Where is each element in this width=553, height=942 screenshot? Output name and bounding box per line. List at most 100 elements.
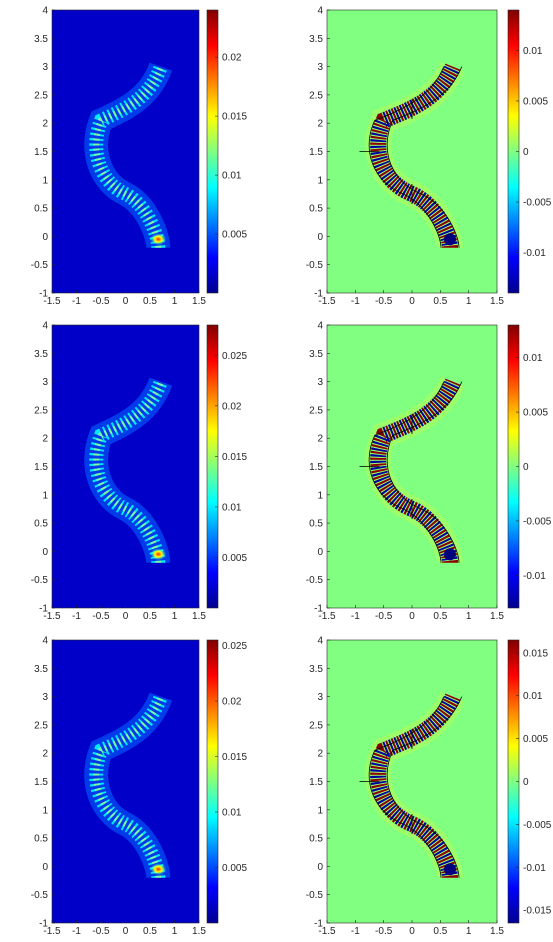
panel-field-row1: -1.5 -1 -0.5 0 0.5 1 1.5-1-0.500.511.522.533.5… [306, 6, 552, 308]
y-tick-label: 1.5 [34, 147, 48, 158]
field-positive-fringes [370, 63, 461, 249]
x-tick-label: -1.5 [43, 296, 61, 307]
colorbar-tick-label: 0.015 [222, 752, 247, 763]
x-tick-label: 1.5 [490, 611, 504, 622]
y-tick-label: 2.5 [309, 405, 323, 416]
y-tick-label: -0.5 [31, 890, 49, 901]
colorbar-tick-label: 0 [523, 777, 529, 788]
colorbar-tick-label: 0.02 [222, 53, 242, 64]
y-tick-label: 3.5 [34, 664, 48, 675]
x-tick-label: 0 [409, 611, 415, 622]
y-tick-label: 3 [317, 377, 323, 388]
y-tick-label: 3.5 [34, 34, 48, 45]
colorbar-tick-label: 0.015 [222, 112, 247, 123]
y-tick-label: 2 [42, 434, 48, 445]
colorbar-tick-label: 0 [523, 462, 529, 473]
x-tick-label: 1.5 [192, 926, 206, 937]
x-tick-label: -1 [351, 296, 360, 307]
y-tick-label: 0.5 [309, 519, 323, 530]
x-tick-label: -0.5 [92, 296, 110, 307]
colorbar-tick-label: 0.01 [523, 46, 543, 57]
y-tick-label: 1.5 [309, 462, 323, 473]
x-tick-label: 0 [123, 926, 129, 937]
y-tick-label: 4 [317, 636, 323, 647]
panel-intensity-row3: -1.5 -1 -0.5 0 0.5 1 1.5-1-0.500.511.522.533.5… [31, 636, 248, 938]
x-tick-label: -1 [72, 926, 81, 937]
source-hotspot [150, 233, 167, 246]
source-point [443, 863, 456, 876]
y-tick-label: 0 [317, 232, 323, 243]
colorbar-tick-label: 0.02 [222, 697, 242, 708]
y-tick-label: 4 [42, 636, 48, 647]
x-tick-label: 0 [409, 926, 415, 937]
y-tick-label: 1 [42, 805, 48, 816]
panel-intensity-row1: -1.5 -1 -0.5 0 0.5 1 1.5-1-0.500.511.522.533.5… [31, 6, 248, 308]
colorbar-tick-label: -0.01 [523, 863, 546, 874]
y-tick-label: 1 [42, 490, 48, 501]
x-tick-label: 0.5 [433, 296, 447, 307]
x-tick-label: -1 [72, 611, 81, 622]
y-tick-label: -1 [314, 289, 323, 300]
y-tick-label: 0 [317, 862, 323, 873]
y-tick-label: 3 [42, 377, 48, 388]
y-tick-label: -0.5 [306, 260, 324, 271]
y-tick-label: 4 [42, 6, 48, 17]
colorbar [206, 639, 219, 924]
x-tick-label: 0.5 [433, 926, 447, 937]
y-tick-label: 0 [42, 232, 48, 243]
y-tick-label: 1 [317, 805, 323, 816]
x-tick-label: -0.5 [375, 611, 393, 622]
colorbar-tick-label: 0.01 [222, 808, 242, 819]
x-tick-label: 0.5 [143, 296, 157, 307]
y-tick-label: -1 [314, 604, 323, 615]
colorbar-tick-label: -0.005 [523, 198, 552, 209]
y-tick-label: 2.5 [309, 90, 323, 101]
heatmap-background [327, 640, 497, 923]
colorbar-tick-label: 0.025 [222, 351, 247, 362]
colorbar-tick-label: 0.01 [222, 502, 242, 513]
colorbar-tick-label: 0.005 [523, 734, 548, 745]
y-tick-label: -1 [39, 604, 48, 615]
panel-field-row3: -1.5 -1 -0.5 0 0.5 1 1.5-1-0.500.511.522.533.5… [306, 636, 552, 938]
x-tick-label: -0.5 [375, 296, 393, 307]
colorbar-tick-label: 0.005 [222, 863, 247, 874]
colorbar [206, 9, 219, 294]
x-tick-label: 1 [172, 296, 178, 307]
y-tick-label: 0.5 [34, 204, 48, 215]
y-tick-label: -0.5 [306, 575, 324, 586]
y-tick-label: 0 [42, 547, 48, 558]
y-tick-label: -0.5 [31, 575, 49, 586]
y-tick-label: 0.5 [34, 519, 48, 530]
y-tick-label: 2.5 [34, 720, 48, 731]
x-tick-label: 1.5 [490, 296, 504, 307]
colorbar-tick-label: 0.01 [222, 171, 242, 182]
x-tick-label: 1 [466, 926, 472, 937]
y-tick-label: 3 [42, 62, 48, 73]
y-tick-label: 3.5 [309, 664, 323, 675]
y-tick-label: 3.5 [34, 349, 48, 360]
x-tick-label: -1 [351, 926, 360, 937]
y-tick-label: 1.5 [34, 777, 48, 788]
colorbar-tick-label: 0.015 [222, 452, 247, 463]
y-tick-label: 2.5 [309, 720, 323, 731]
heatmap-background [52, 325, 199, 608]
x-tick-label: 0.5 [433, 611, 447, 622]
panel-field-row2: -1.5 -1 -0.5 0 0.5 1 1.5-1-0.500.511.522.533.5… [306, 321, 552, 623]
y-tick-label: -1 [39, 919, 48, 930]
x-tick-label: -1.5 [318, 926, 336, 937]
x-tick-label: -0.5 [375, 926, 393, 937]
colorbar-tick-label: 0.005 [523, 408, 548, 419]
y-tick-label: 2 [42, 119, 48, 130]
panel-intensity-row2: -1.5 -1 -0.5 0 0.5 1 1.5-1-0.500.511.522.533.5… [31, 321, 248, 623]
y-tick-label: 3 [42, 692, 48, 703]
colorbar-tick-label: -0.01 [523, 248, 546, 259]
x-tick-label: 0 [409, 296, 415, 307]
colorbar-tick-label: 0.02 [222, 401, 242, 412]
colorbar [206, 324, 219, 609]
colorbar-tick-label: -0.005 [523, 820, 552, 831]
waveguide-outline-outer [386, 66, 463, 248]
source-point [443, 548, 456, 561]
y-tick-label: 4 [317, 321, 323, 332]
colorbar-tick-label: -0.01 [523, 571, 546, 582]
y-tick-label: 1 [42, 175, 48, 186]
